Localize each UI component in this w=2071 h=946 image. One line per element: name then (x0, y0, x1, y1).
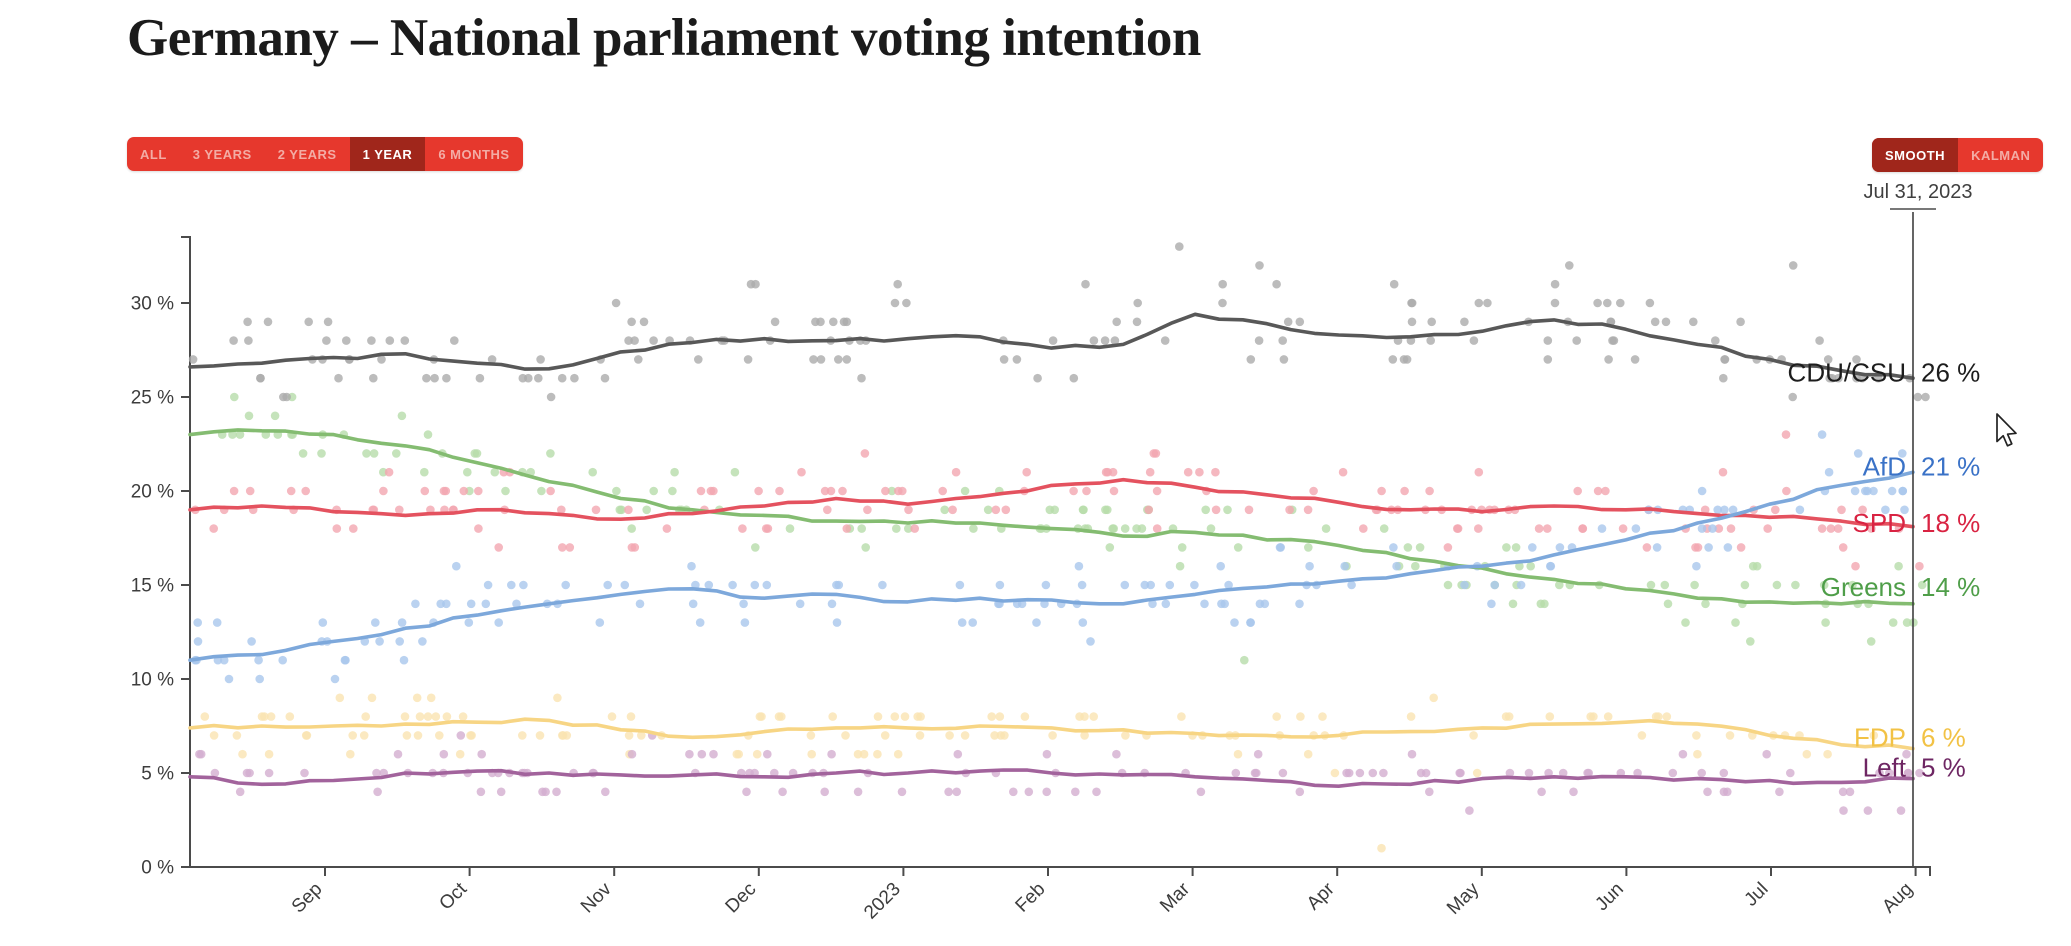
scatter-outliers (611, 242, 1863, 853)
series-value-fdp: 6 % (1921, 722, 1966, 752)
time-range-button-group: ALL 3 YEARS 2 YEARS 1 YEAR 6 MONTHS (127, 137, 523, 171)
y-tick-label: 25 % (131, 388, 174, 409)
smoothing-mode-button-group: SMOOTH KALMAN (1872, 138, 2044, 172)
x-tick-label: Dec (722, 879, 761, 918)
x-tick-label: Jun (1591, 879, 1628, 916)
range-button-6-months[interactable]: 6 MONTHS (438, 146, 510, 162)
x-tick-label: Feb (1012, 879, 1050, 917)
series-label-left: Left (1863, 752, 1907, 782)
x-tick-label: Mar (1156, 878, 1194, 916)
x-tick-label: Aug (1878, 879, 1917, 918)
y-tick-label: 15 % (131, 576, 174, 597)
x-tick-label: Apr (1303, 878, 1339, 914)
series-value-greens: 14 % (1921, 572, 1980, 602)
trend-line-left (188, 768, 1915, 788)
series-label-afd: AfD (1863, 452, 1906, 482)
trend-line-fdp (188, 717, 1915, 751)
scatter-cdu-csu (188, 261, 1930, 402)
series-value-afd: 21 % (1921, 452, 1980, 482)
scatter-fdp (200, 693, 1879, 778)
x-tick-label: 2023 (860, 879, 905, 924)
x-tick-label: Jul (1741, 879, 1773, 911)
series-label-cdu-csu: CDU/CSU (1788, 358, 1906, 388)
range-button-2-years[interactable]: 2 YEARS (277, 146, 337, 162)
crosshair-date-label[interactable]: Jul 31, 2023 (1863, 181, 1973, 203)
date-drag-handle[interactable] (1890, 208, 1936, 210)
y-tick-label: 20 % (131, 482, 174, 503)
trend-line-greens (188, 428, 1915, 606)
y-tick-label: 30 % (131, 294, 174, 315)
mouse-cursor-icon (1996, 413, 2017, 447)
y-tick-label: 0 % (141, 858, 174, 879)
scatter-greens (217, 392, 1927, 646)
series-label-greens: Greens (1821, 572, 1906, 602)
x-tick-label: Oct (435, 878, 471, 914)
y-tick-label: 10 % (131, 670, 174, 691)
x-tick-label: Sep (288, 879, 327, 918)
page-title: Germany – National parliament voting int… (127, 9, 1201, 67)
range-button-3-years[interactable]: 3 YEARS (192, 146, 252, 162)
series-value-cdu-csu: 26 % (1921, 358, 1980, 388)
trend-line-spd (188, 477, 1915, 529)
x-tick-label: May (1443, 878, 1484, 919)
series-label-fdp: FDP (1854, 722, 1906, 752)
x-tick-label: Nov (577, 878, 616, 917)
range-button-all[interactable]: ALL (140, 146, 167, 162)
series-label-spd: SPD (1853, 508, 1906, 538)
range-button-1-year[interactable]: 1 YEAR (349, 137, 426, 171)
kalman-button[interactable]: KALMAN (1971, 147, 2031, 163)
trend-line-cdu-csu (188, 312, 1915, 380)
series-value-spd: 18 % (1921, 508, 1980, 538)
series-value-left: 5 % (1921, 752, 1966, 782)
y-tick-label: 5 % (141, 764, 174, 785)
trend-line-afd (188, 470, 1915, 662)
smooth-button[interactable]: SMOOTH (1872, 138, 1959, 172)
